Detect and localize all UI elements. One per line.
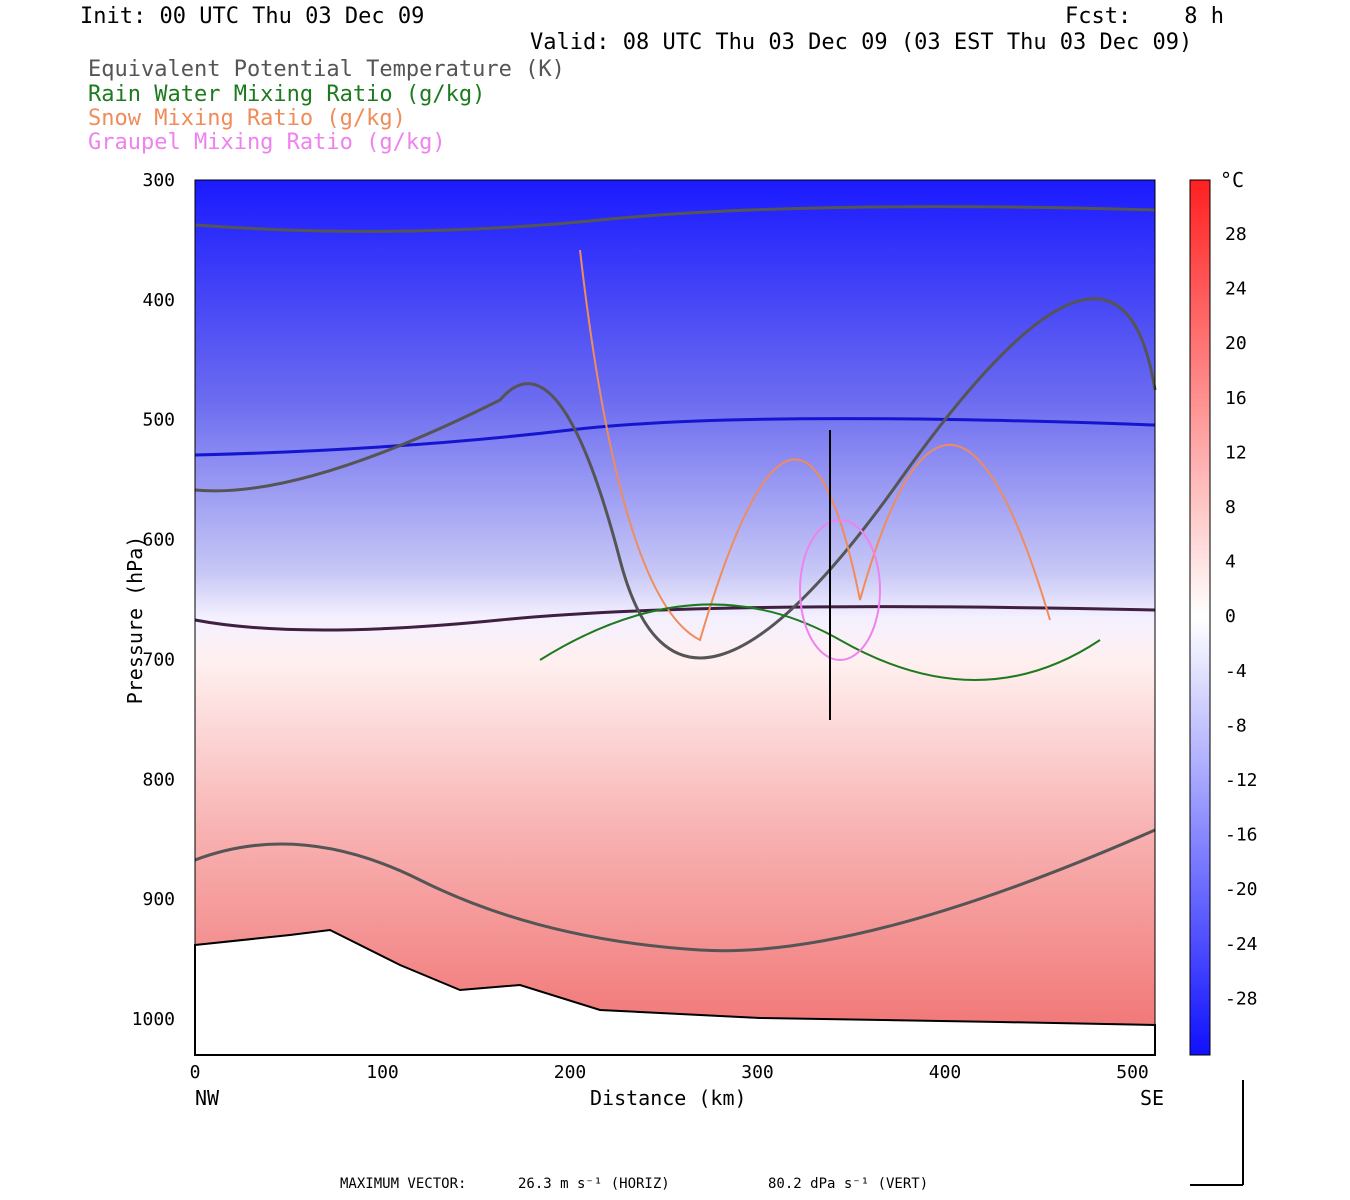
y-axis: 300 400 500 600 700 800 900 1000 [132, 170, 175, 1030]
legend-rain: Rain Water Mixing Ratio (g/kg) [88, 82, 486, 107]
nw-label: NW [195, 1086, 220, 1110]
isotherm-minus10 [194, 417, 1156, 457]
x-axis-label: Distance (km) [590, 1086, 747, 1110]
y-tick-label: 500 [142, 410, 175, 431]
colorbar-tick-label: 4 [1225, 552, 1236, 573]
isotherm-0 [194, 605, 1156, 632]
colorbar-unit: °C [1220, 168, 1245, 192]
x-tick-label: 500 [1116, 1062, 1149, 1083]
y-axis-label: Pressure (hPa) [123, 535, 147, 705]
legend-graupel: Graupel Mixing Ratio (g/kg) [88, 130, 446, 155]
colorbar-tick-label: 12 [1225, 442, 1247, 463]
colorbar-tick-label: -8 [1225, 715, 1247, 736]
colorbar-tick-label: 8 [1225, 497, 1236, 518]
colorbar-tick-label: -4 [1225, 661, 1247, 682]
se-label: SE [1140, 1086, 1165, 1110]
init-time: Init: 00 UTC Thu 03 Dec 09 [80, 4, 425, 29]
valid-time: Valid: 08 UTC Thu 03 Dec 09 (03 EST Thu … [530, 30, 1193, 55]
snow-contour [579, 249, 1051, 642]
rain-contour [539, 603, 1101, 681]
colorbar [1189, 179, 1211, 1056]
x-tick-label: 200 [554, 1062, 587, 1083]
footer-horiz: 26.3 m s⁻¹ (HORIZ) [518, 1176, 670, 1192]
colorbar-tick-label: 0 [1225, 606, 1236, 627]
legend-theta-e: Equivalent Potential Temperature (K) [88, 57, 565, 82]
legend-snow: Snow Mixing Ratio (g/kg) [88, 106, 406, 131]
footer-vert: 80.2 dPa s⁻¹ (VERT) [768, 1176, 929, 1192]
colorbar-tick-label: -28 [1225, 988, 1258, 1009]
theta-e-contour [194, 297, 1157, 660]
x-tick-label: 0 [190, 1062, 201, 1083]
footer-label: MAXIMUM VECTOR: [340, 1176, 467, 1192]
colorbar-tick-label: 16 [1225, 388, 1247, 409]
colorbar-tick-label: 20 [1225, 333, 1247, 354]
y-tick-label: 900 [142, 889, 175, 910]
colorbar-tick-label: 28 [1225, 224, 1247, 245]
theta-e-contour [194, 828, 1156, 953]
forecast-hour: Fcst: 8 h [1065, 4, 1224, 29]
colorbar-tick-label: -24 [1225, 934, 1258, 955]
y-tick-label: 1000 [132, 1009, 175, 1030]
colorbar-tick-label: -12 [1225, 770, 1258, 791]
colorbar-axis: 28 24 20 16 12 8 4 0 -4 -8 -12 -16 -20 -24 -28 [1225, 224, 1258, 1009]
y-tick-label: 600 [142, 530, 175, 551]
y-tick-label: 700 [142, 649, 175, 670]
plot-frame [194, 179, 1156, 1056]
colorbar-tick-label: -20 [1225, 879, 1258, 900]
colorbar-tick-label: -16 [1225, 825, 1258, 846]
y-tick-label: 300 [142, 170, 175, 191]
x-tick-label: 300 [741, 1062, 774, 1083]
x-axis: 0 100 200 300 400 500 [190, 1062, 1149, 1083]
y-tick-label: 800 [142, 769, 175, 790]
graupel-contour [799, 519, 881, 661]
colorbar-tick-label: 24 [1225, 279, 1247, 300]
x-tick-label: 100 [366, 1062, 399, 1083]
theta-e-contour [194, 205, 1156, 233]
y-tick-label: 400 [142, 290, 175, 311]
x-tick-label: 400 [929, 1062, 962, 1083]
